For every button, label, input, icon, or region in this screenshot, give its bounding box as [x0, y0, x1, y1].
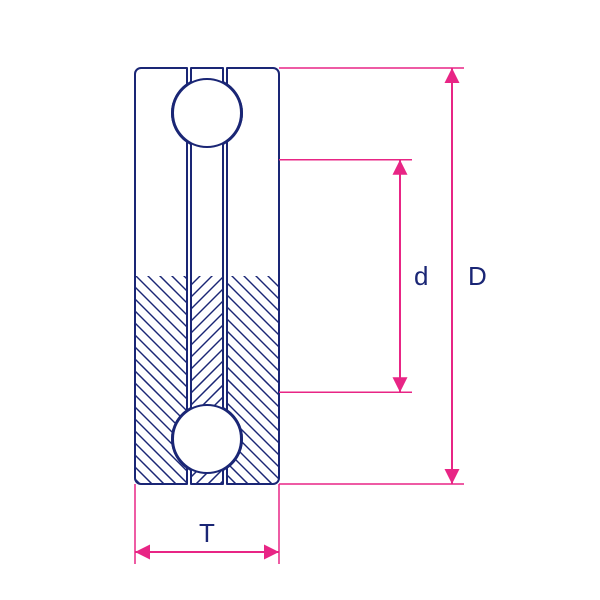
ball-element: [173, 405, 241, 473]
dimension-label-D: D: [468, 261, 487, 291]
bearing-cross-section-diagram: d D T: [0, 0, 600, 600]
dimension-label-d: d: [414, 261, 428, 291]
dimension-label-T: T: [199, 518, 215, 548]
ball-element: [173, 79, 241, 147]
